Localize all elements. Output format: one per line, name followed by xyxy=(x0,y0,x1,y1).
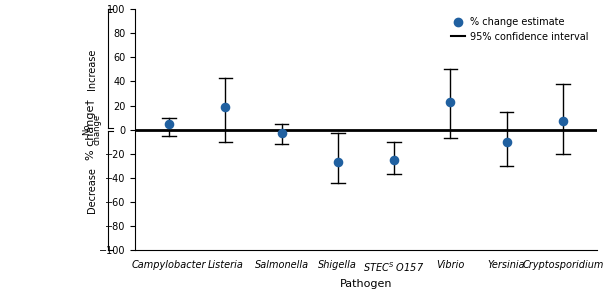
Point xyxy=(164,121,174,126)
Y-axis label: % change†: % change† xyxy=(86,99,97,160)
X-axis label: Pathogen: Pathogen xyxy=(339,279,392,289)
Text: Increase: Increase xyxy=(87,49,97,90)
Point xyxy=(502,139,512,144)
Legend: % change estimate, 95% confidence interval: % change estimate, 95% confidence interv… xyxy=(448,14,592,45)
Point xyxy=(220,104,230,109)
Point xyxy=(389,157,399,162)
Point xyxy=(558,119,568,124)
Point xyxy=(333,160,343,165)
Text: No
change: No change xyxy=(82,114,102,145)
Point xyxy=(277,131,287,136)
Text: Decrease: Decrease xyxy=(87,167,97,213)
Point xyxy=(445,99,455,104)
